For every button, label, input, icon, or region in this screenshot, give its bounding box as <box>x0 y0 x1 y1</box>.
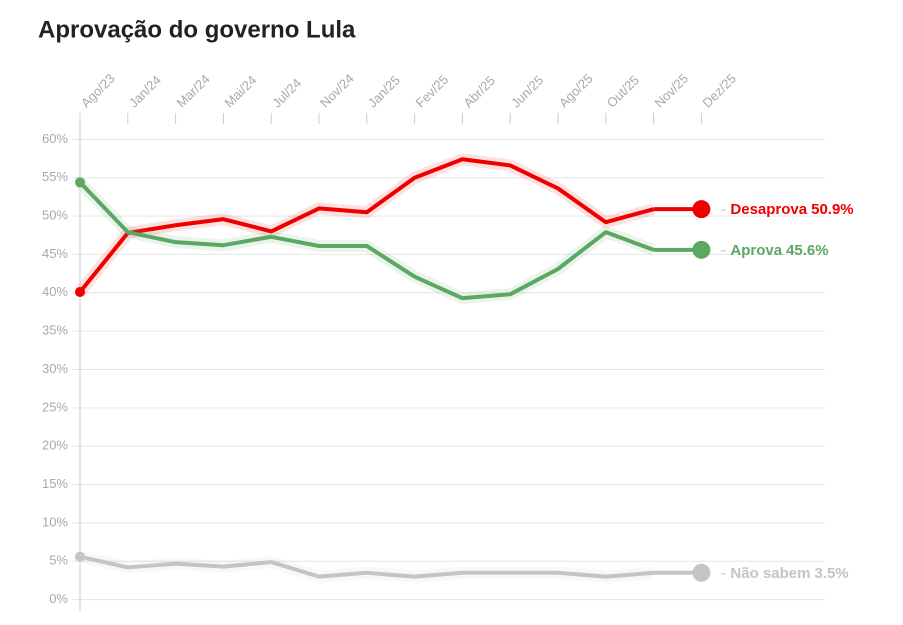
y-tick-label: 15% <box>42 476 68 491</box>
value-label: 50.9% <box>811 201 854 218</box>
series-line <box>79 554 654 579</box>
x-tick-label: Ago/23 <box>78 71 118 111</box>
x-tick-label: Nov/24 <box>317 71 357 111</box>
legend-label: Desaprova <box>730 201 807 218</box>
y-tick-label: 10% <box>42 514 68 529</box>
start-dot <box>75 551 85 562</box>
series-line <box>78 157 655 294</box>
end-label-group: Não sabem 3.5% <box>721 565 849 582</box>
legend-label: Aprova <box>730 242 782 259</box>
chart-title: Aprovação do governo Lula <box>38 16 356 43</box>
start-dot <box>75 287 85 298</box>
start-dot <box>75 177 85 188</box>
x-tick-label: Jan/24 <box>126 72 164 110</box>
legend-label: Não sabem <box>730 565 810 582</box>
y-tick-label: 0% <box>49 591 68 606</box>
y-tick-label: 20% <box>42 438 68 453</box>
end-dot <box>692 200 711 219</box>
x-tick-label: Jan/25 <box>365 72 403 110</box>
x-tick-label: Out/25 <box>604 72 642 110</box>
value-label: 3.5% <box>814 565 848 582</box>
y-tick-label: 55% <box>42 169 68 184</box>
y-tick-label: 50% <box>42 208 68 223</box>
series-line <box>78 180 655 301</box>
end-dot <box>692 240 711 259</box>
value-label: 45.6% <box>786 242 829 259</box>
y-tick-label: 5% <box>49 553 68 568</box>
y-tick-label: 60% <box>42 131 68 146</box>
end-dot <box>692 563 711 582</box>
y-tick-label: 30% <box>42 361 68 376</box>
x-tick-label: Ago/25 <box>556 71 596 111</box>
x-tick-label: Abr/25 <box>460 73 498 111</box>
x-tick-label: Mai/24 <box>221 72 259 110</box>
x-tick-label: Nov/25 <box>652 71 692 111</box>
y-tick-label: 40% <box>42 284 68 299</box>
x-tick-label: Jul/24 <box>269 75 304 110</box>
x-tick-label: Dez/25 <box>699 71 739 111</box>
y-tick-label: 25% <box>42 399 68 414</box>
y-tick-label: 45% <box>42 246 68 261</box>
x-tick-label: Fev/25 <box>413 72 452 111</box>
end-label-group: Desaprova 50.9% <box>721 201 853 218</box>
x-tick-label: Jun/25 <box>508 72 546 110</box>
x-tick-label: Mar/24 <box>174 71 213 110</box>
y-tick-label: 35% <box>42 323 68 338</box>
end-label-group: Aprova 45.6% <box>721 242 829 259</box>
